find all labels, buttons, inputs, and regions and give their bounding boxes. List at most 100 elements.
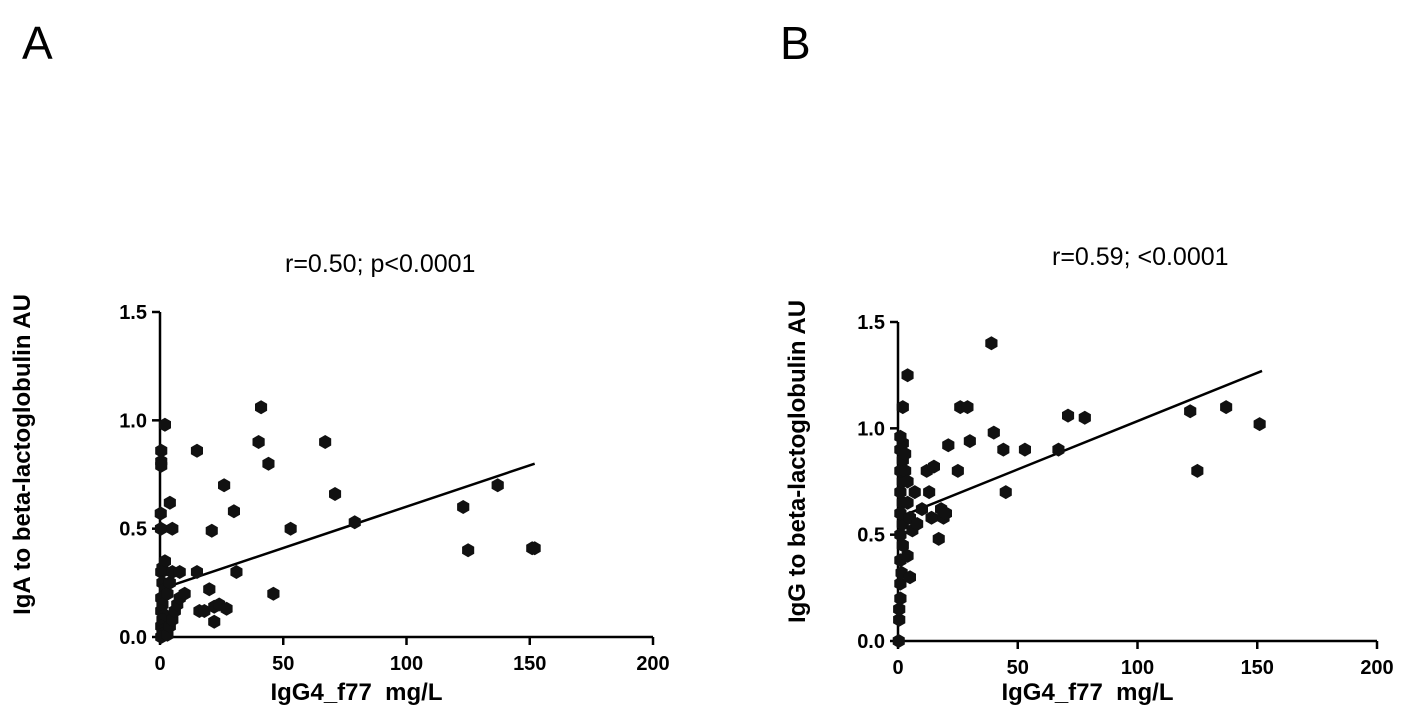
data-point	[942, 438, 955, 453]
data-point	[1062, 408, 1075, 423]
y-axis-label: IgA to beta-lactoglobulin AU	[9, 294, 36, 615]
data-point	[903, 570, 916, 585]
data-point	[205, 523, 218, 538]
data-point	[154, 506, 167, 521]
data-point	[457, 500, 470, 514]
data-point	[255, 400, 268, 415]
data-point	[262, 456, 275, 471]
data-point	[208, 614, 221, 629]
chart-title-a: r=0.50; p<0.0001	[285, 250, 476, 278]
data-point	[894, 429, 907, 444]
data-point	[893, 612, 906, 627]
data-point	[896, 538, 909, 553]
data-point	[901, 495, 914, 510]
data-point	[528, 541, 541, 556]
x-tick-label: 0	[154, 653, 165, 675]
data-point	[925, 510, 938, 525]
data-point	[198, 604, 211, 618]
data-point	[163, 575, 176, 590]
data-point	[911, 517, 924, 531]
data-point	[901, 368, 914, 383]
data-point	[963, 434, 976, 449]
x-axis-label: IgG4_f77 mg/L	[270, 679, 442, 706]
x-tick-label: 100	[390, 653, 423, 675]
data-point	[901, 548, 914, 563]
data-point	[899, 463, 912, 478]
y-tick-label: 1.5	[857, 312, 885, 334]
data-point	[899, 446, 912, 461]
data-point	[163, 495, 176, 510]
data-point	[1220, 400, 1233, 415]
data-point	[923, 485, 936, 500]
x-tick-label: 200	[1360, 657, 1393, 679]
data-point	[894, 485, 907, 500]
data-point	[190, 443, 203, 458]
data-point	[908, 485, 921, 500]
regression-line	[159, 462, 536, 591]
data-point	[155, 458, 168, 473]
data-point	[1018, 442, 1031, 457]
data-point	[155, 565, 168, 579]
data-point	[491, 478, 504, 493]
data-point	[999, 485, 1012, 500]
data-point	[218, 478, 231, 493]
data-point	[220, 601, 233, 616]
data-point	[348, 515, 361, 530]
plot-a: 0.0 0.5 1.0 1.5 0 50 100 150 200 IgG4_f77 mg/L IgA…	[9, 294, 670, 706]
data-point	[987, 425, 1000, 440]
data-point	[894, 591, 907, 606]
data-point	[1078, 410, 1091, 425]
y-axis-label: IgG to beta-lactoglobulin AU	[784, 300, 811, 623]
data-point	[178, 586, 191, 601]
data-point	[166, 521, 179, 536]
data-point	[154, 521, 167, 536]
y-tick-label: 1.0	[119, 410, 147, 432]
data-point	[896, 400, 909, 415]
y-tick-label: 0.5	[857, 525, 885, 547]
data-point	[284, 521, 297, 536]
data-point	[203, 582, 216, 597]
data-point	[329, 487, 342, 501]
x-axis-label: IgG4_f77 mg/L	[1001, 679, 1173, 706]
y-tick-label: 0.0	[119, 627, 147, 649]
regression-line	[897, 369, 1263, 519]
data-point	[961, 400, 974, 415]
data-point	[894, 506, 907, 521]
data-point	[267, 586, 280, 601]
data-point	[951, 463, 964, 478]
y-tick-label: 0.5	[119, 519, 147, 541]
data-point	[893, 602, 906, 617]
data-point	[1253, 417, 1266, 432]
plot-b: 0.0 0.5 1.0 1.5 0 50 100 150 200 IgG4_f77 mg/L IgG…	[784, 300, 1394, 706]
data-point	[462, 543, 475, 558]
x-tick-label: 100	[1121, 657, 1154, 679]
x-tick-label: 150	[513, 653, 546, 675]
data-point	[939, 506, 952, 521]
data-point	[319, 435, 332, 449]
y-tick-label: 1.5	[119, 302, 147, 324]
y-tick-label: 1.0	[857, 418, 885, 440]
data-point	[894, 576, 907, 591]
data-point	[915, 502, 928, 517]
data-point	[161, 586, 174, 601]
chart-title-b: r=0.59; <0.0001	[1052, 243, 1229, 271]
data-point	[158, 417, 171, 432]
data-point	[892, 634, 905, 648]
x-tick-label: 200	[636, 653, 669, 675]
data-point	[927, 459, 940, 474]
data-point	[230, 565, 243, 579]
data-point	[932, 531, 945, 546]
data-point	[155, 443, 168, 458]
data-point	[985, 336, 998, 351]
data-point	[894, 527, 907, 542]
y-tick-label: 0.0	[857, 631, 885, 653]
x-tick-label: 150	[1241, 657, 1274, 679]
data-point	[252, 435, 265, 449]
data-point	[173, 565, 186, 579]
x-tick-label: 0	[892, 657, 903, 679]
data-point	[901, 474, 914, 489]
data-point	[158, 554, 171, 569]
data-point	[1052, 442, 1065, 457]
panel-label-b: B	[780, 17, 811, 69]
